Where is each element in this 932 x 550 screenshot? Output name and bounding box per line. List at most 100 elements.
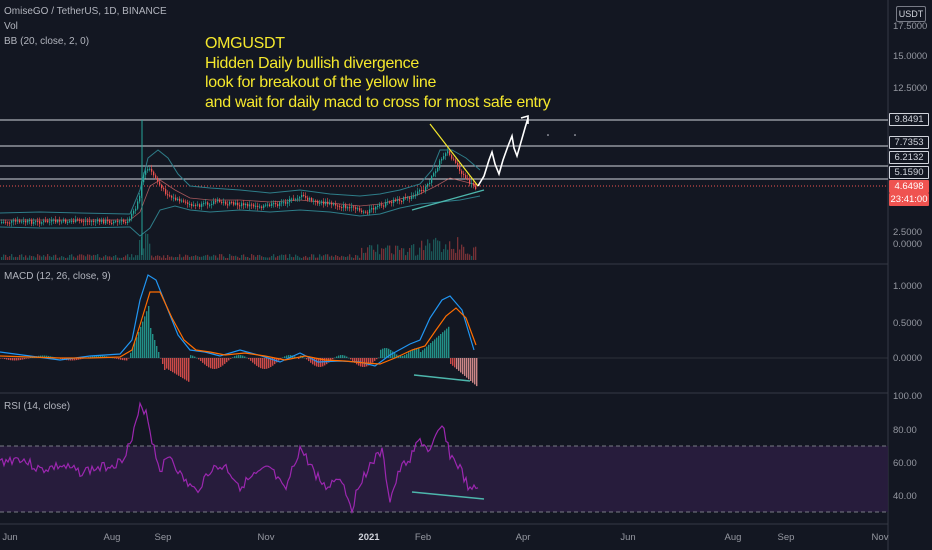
candle[interactable] [165,189,167,195]
candle[interactable] [145,170,147,175]
candle[interactable] [83,221,85,223]
candle[interactable] [183,200,185,202]
candle[interactable] [429,182,431,185]
candle[interactable] [121,220,123,222]
candle[interactable] [391,202,393,204]
candle[interactable] [381,204,383,206]
candle[interactable] [111,222,113,224]
candle[interactable] [73,221,75,223]
candle[interactable] [341,206,343,208]
candle[interactable] [47,220,49,223]
candle[interactable] [403,197,405,202]
candle[interactable] [103,220,105,224]
candle[interactable] [231,201,233,203]
candle[interactable] [171,195,173,198]
candle[interactable] [207,202,209,205]
rsi-divergence-line[interactable] [411,491,485,500]
candle[interactable] [127,221,129,223]
candle[interactable] [387,201,389,203]
candle[interactable] [249,204,251,207]
candle[interactable] [35,221,37,223]
candle[interactable] [365,211,367,213]
candle[interactable] [181,200,183,202]
candle[interactable] [471,182,473,184]
candle[interactable] [43,220,45,223]
candle[interactable] [273,203,275,205]
candle[interactable] [255,205,257,207]
candle[interactable] [455,159,457,163]
yellow-trendline[interactable] [429,123,479,187]
candle[interactable] [319,202,321,204]
candle[interactable] [401,201,403,203]
candle[interactable] [131,213,133,219]
candle[interactable] [329,202,331,205]
candle[interactable] [345,204,347,209]
candle[interactable] [367,212,369,214]
candle[interactable] [57,220,59,223]
candle[interactable] [443,156,445,159]
candle[interactable] [177,198,179,201]
candle[interactable] [375,206,377,210]
candle[interactable] [275,203,277,205]
candle[interactable] [287,202,289,204]
candle[interactable] [63,219,65,222]
candle[interactable] [11,220,13,223]
candle[interactable] [27,220,29,223]
candle[interactable] [93,221,95,223]
candle[interactable] [41,222,43,224]
candle[interactable] [61,221,63,223]
candle[interactable] [95,221,97,223]
candle[interactable] [425,186,427,192]
candle[interactable] [307,197,309,200]
candle[interactable] [469,178,471,184]
candle[interactable] [325,201,327,205]
candle[interactable] [199,204,201,207]
candle[interactable] [349,207,351,209]
candle[interactable] [31,220,33,224]
candle[interactable] [201,203,203,207]
candle[interactable] [465,175,467,179]
candle[interactable] [159,181,161,185]
candle[interactable] [435,171,437,174]
candle[interactable] [51,220,53,222]
candle[interactable] [85,220,87,222]
candle[interactable] [157,177,159,182]
candle[interactable] [449,151,451,155]
candle[interactable] [423,190,425,192]
candle[interactable] [9,222,11,224]
candle[interactable] [133,210,135,214]
candle[interactable] [243,203,245,206]
candle[interactable] [457,162,459,167]
candle[interactable] [293,198,295,200]
candle[interactable] [437,167,439,172]
candle[interactable] [7,222,9,224]
candle[interactable] [211,203,213,205]
candle[interactable] [149,168,151,170]
candle[interactable] [321,201,323,203]
current-price-label[interactable]: 4.6498 [889,180,929,193]
candle[interactable] [353,206,355,208]
candle[interactable] [263,205,265,208]
candle[interactable] [447,151,449,154]
level-label[interactable]: 7.7353 [889,136,929,149]
candle[interactable] [137,201,139,209]
candle[interactable] [187,202,189,205]
candle[interactable] [281,202,283,204]
candle[interactable] [411,196,413,199]
candle[interactable] [431,176,433,183]
candle[interactable] [65,219,67,223]
candle[interactable] [267,204,269,206]
candle[interactable] [67,221,69,223]
candle[interactable] [89,221,91,223]
currency-button[interactable]: USDT [896,6,926,22]
candle[interactable] [161,184,163,189]
candle[interactable] [143,174,145,183]
candle[interactable] [81,220,83,222]
candle[interactable] [235,202,237,205]
projection-path[interactable] [477,117,529,187]
candle[interactable] [461,170,463,174]
candle[interactable] [135,208,137,211]
candle[interactable] [363,211,365,213]
candle[interactable] [397,199,399,202]
